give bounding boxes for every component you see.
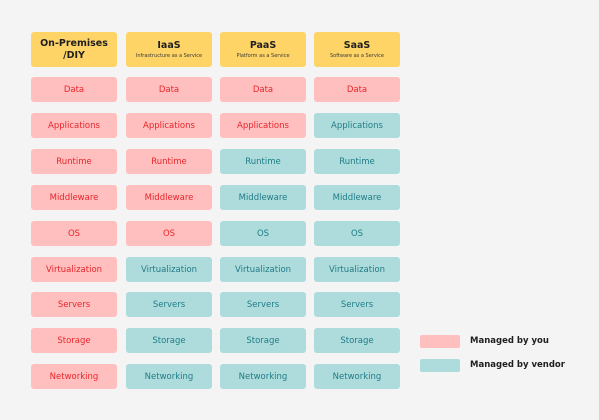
cell-iaas-virtualization: Virtualization — [126, 257, 212, 282]
cell-saas-os: OS — [314, 221, 400, 246]
cell-paas-os: OS — [220, 221, 306, 246]
cell-paas-data: Data — [220, 77, 306, 102]
cell-iaas-servers: Servers — [126, 292, 212, 317]
cell-saas-networking: Networking — [314, 364, 400, 389]
column-subtitle: Infrastructure as a Service — [135, 52, 203, 59]
cell-on-premises-virtualization: Virtualization — [31, 257, 117, 282]
cell-saas-data: Data — [314, 77, 400, 102]
cell-iaas-data: Data — [126, 77, 212, 102]
cell-paas-virtualization: Virtualization — [220, 257, 306, 282]
cell-on-premises-networking: Networking — [31, 364, 117, 389]
cell-iaas-networking: Networking — [126, 364, 212, 389]
cell-iaas-middleware: Middleware — [126, 185, 212, 210]
cell-on-premises-data: Data — [31, 77, 117, 102]
cell-on-premises-middleware: Middleware — [31, 185, 117, 210]
column-title: PaaS — [249, 39, 277, 51]
cell-saas-middleware: Middleware — [314, 185, 400, 210]
cell-paas-networking: Networking — [220, 364, 306, 389]
cell-saas-servers: Servers — [314, 292, 400, 317]
legend-label-you: Managed by you — [470, 336, 549, 346]
cell-paas-applications: Applications — [220, 113, 306, 138]
cell-paas-servers: Servers — [220, 292, 306, 317]
column-title: IaaS — [157, 39, 181, 51]
column-header-saas: SaaS Software as a Service — [314, 32, 400, 67]
column-subtitle: Platform as a Service — [236, 52, 290, 59]
cell-iaas-os: OS — [126, 221, 212, 246]
cell-on-premises-applications: Applications — [31, 113, 117, 138]
column-header-iaas: IaaS Infrastructure as a Service — [126, 32, 212, 67]
cell-saas-storage: Storage — [314, 328, 400, 353]
legend-swatch-vendor — [420, 359, 460, 372]
legend-swatch-you — [420, 335, 460, 348]
cell-saas-applications: Applications — [314, 113, 400, 138]
cell-paas-storage: Storage — [220, 328, 306, 353]
cell-iaas-runtime: Runtime — [126, 149, 212, 174]
cell-saas-virtualization: Virtualization — [314, 257, 400, 282]
cell-iaas-applications: Applications — [126, 113, 212, 138]
cell-paas-runtime: Runtime — [220, 149, 306, 174]
cell-on-premises-os: OS — [31, 221, 117, 246]
column-title: SaaS — [343, 39, 371, 51]
cell-paas-middleware: Middleware — [220, 185, 306, 210]
cell-saas-runtime: Runtime — [314, 149, 400, 174]
cell-on-premises-runtime: Runtime — [31, 149, 117, 174]
column-title: On-Premises /DIY — [40, 37, 108, 61]
column-header-paas: PaaS Platform as a Service — [220, 32, 306, 67]
legend-label-vendor: Managed by vendor — [470, 360, 565, 370]
cell-on-premises-servers: Servers — [31, 292, 117, 317]
column-subtitle: Software as a Service — [329, 52, 385, 59]
column-header-on-premises: On-Premises /DIY — [31, 32, 117, 67]
cell-iaas-storage: Storage — [126, 328, 212, 353]
cell-on-premises-storage: Storage — [31, 328, 117, 353]
